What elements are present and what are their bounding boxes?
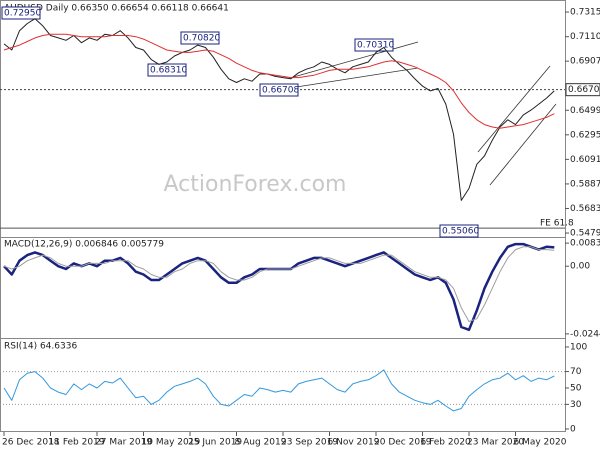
plot-frame — [0, 0, 566, 432]
x-tick-label: 6 Feb 2020 — [421, 438, 472, 448]
annotation-box — [147, 63, 187, 77]
x-tick-label: 20 Dec 2019 — [374, 438, 432, 448]
series-line — [3, 242, 555, 332]
series-line — [3, 18, 555, 201]
series-line — [3, 33, 555, 129]
annotation: 0.68310 — [150, 66, 187, 76]
annotation: 0.66708 — [262, 86, 299, 96]
annotation: 0.55060 — [442, 227, 479, 237]
y-tick-label: 0.00 — [570, 262, 590, 272]
annotation-box — [180, 31, 220, 45]
y-tick-label: 50 — [570, 383, 582, 393]
x-tick-label: 6 May 2020 — [514, 438, 567, 448]
last-price-box — [565, 83, 600, 97]
panel-title: MACD(12,26,9) 0.006846 0.005779 — [4, 240, 164, 250]
panel-title: AUDUSD Daily 0.66350 0.66654 0.66118 0.6… — [4, 4, 229, 14]
channel-line — [477, 65, 551, 153]
x-tick-label: 10 May 2019 — [142, 438, 201, 448]
y-tick-label: -0.02447 — [570, 329, 600, 339]
annotation: 0.70310 — [357, 41, 394, 51]
panel-title: RSI(14) 64.6336 — [4, 342, 77, 352]
x-tick-label: 27 Mar 2019 — [95, 438, 152, 448]
y-tick-label: 70 — [570, 367, 582, 377]
annotation-box — [439, 224, 479, 238]
series-line — [3, 369, 555, 412]
last-price-label: 0.66700 — [568, 85, 600, 95]
x-tick-label: 6 Nov 2019 — [328, 438, 380, 448]
y-tick-label: 0.008354 — [570, 239, 600, 249]
watermark: ActionForex.com — [164, 172, 347, 197]
channel-line — [289, 67, 419, 89]
x-tick-label: 11 Feb 2019 — [49, 438, 105, 448]
x-tick-label: 23 Mar 2020 — [467, 438, 524, 448]
y-tick-label: 100 — [570, 342, 587, 352]
y-tick-label: 0 — [570, 424, 576, 434]
x-tick-label: 26 Dec 2018 — [2, 438, 60, 448]
fe-label: FE 61.8 — [540, 219, 574, 229]
channel-line — [289, 41, 419, 79]
channel-line — [489, 103, 557, 186]
x-tick-label: 23 Sep 2019 — [281, 438, 338, 448]
x-tick-label: 25 Jun 2019 — [188, 438, 242, 448]
series-line — [3, 246, 555, 322]
x-tick-label: 8 Aug 2019 — [235, 438, 287, 448]
annotation: 0.72950 — [4, 9, 41, 19]
annotation-box — [259, 83, 299, 97]
trend-lines — [289, 41, 557, 186]
annotation-box — [1, 6, 41, 20]
y-tick-label: 30 — [570, 400, 582, 410]
annotation: 0.70820 — [183, 34, 220, 44]
